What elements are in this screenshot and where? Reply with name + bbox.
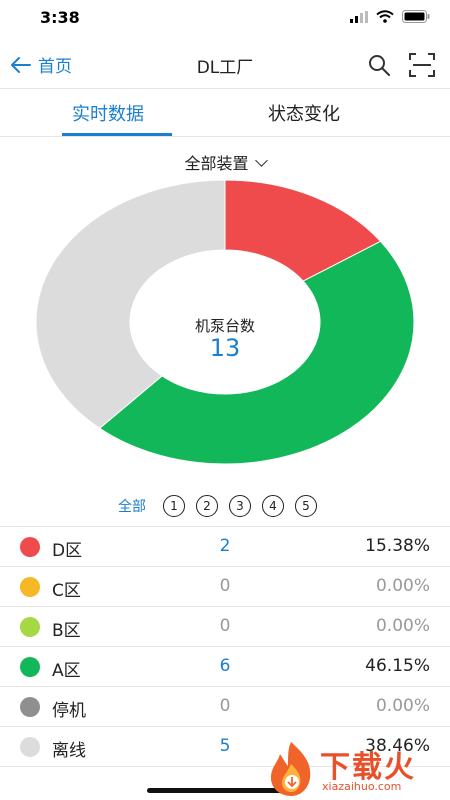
scan-icon [409, 53, 435, 77]
device-selector[interactable]: 全部装置 [0, 150, 450, 174]
legend-percent: 15.38% [365, 536, 430, 556]
legend-label: 停机 [52, 701, 86, 721]
device-selector-label: 全部装置 [184, 154, 249, 173]
donut-svg [35, 179, 415, 465]
arrow-left-icon [11, 56, 31, 73]
scan-button[interactable] [408, 52, 436, 78]
battery-icon [402, 10, 430, 23]
flame-icon [270, 742, 311, 796]
legend-count: 0 [219, 616, 231, 636]
filter-all[interactable]: 全部 [118, 499, 146, 515]
watermark-logo: 下载火 xiazaihuo.com [262, 738, 450, 800]
tab-realtime-data[interactable]: 实时数据 [72, 104, 144, 125]
legend-row[interactable]: 停机 0 0.00% [0, 687, 450, 727]
back-button[interactable]: 首页 [10, 52, 72, 77]
legend-count: 2 [219, 536, 231, 556]
tab-bar: 实时数据 状态变化 [0, 88, 450, 137]
filter-device-2[interactable]: 2 [196, 495, 218, 517]
chart-center-label: 机泵台数 [194, 317, 255, 335]
legend-dot [20, 577, 40, 597]
status-icons [350, 10, 430, 23]
legend-count: 6 [219, 656, 231, 676]
legend-percent: 0.00% [375, 576, 430, 596]
legend-row[interactable]: A区 6 46.15% [0, 647, 450, 687]
legend-percent: 46.15% [365, 656, 430, 676]
legend-dot [20, 737, 40, 757]
status-time: 3:38 [40, 8, 80, 27]
filter-device-4[interactable]: 4 [262, 495, 284, 517]
legend-percent: 0.00% [375, 616, 430, 636]
watermark-subtext: xiazaihuo.com [322, 780, 402, 793]
legend-dot [20, 617, 40, 637]
pump-donut-chart: 机泵台数 13 [35, 179, 415, 465]
legend-label: B区 [52, 621, 81, 641]
search-icon [369, 55, 390, 76]
nav-bar: 首页 DL工厂 [0, 40, 450, 89]
page-title: DL工厂 [196, 58, 254, 78]
back-label: 首页 [38, 57, 72, 77]
tab-active-indicator [62, 133, 172, 136]
chevron-down-icon [254, 154, 268, 167]
legend-row[interactable]: D区 2 15.38% [0, 527, 450, 567]
tab-status-change[interactable]: 状态变化 [268, 104, 340, 125]
search-button[interactable] [366, 52, 392, 78]
legend-dot [20, 657, 40, 677]
legend-percent: 38.46% [365, 736, 430, 756]
legend-row[interactable]: 离线 5 38.46% [0, 727, 450, 767]
legend-count: 0 [219, 696, 231, 716]
filter-device-5[interactable]: 5 [295, 495, 317, 517]
legend-label: 离线 [52, 741, 86, 761]
legend-dot [20, 537, 40, 557]
legend-count: 0 [219, 576, 231, 596]
legend-list: D区 2 15.38% C区 0 0.00% B区 0 0.00% A区 6 4… [0, 526, 450, 767]
legend-label: D区 [52, 541, 83, 561]
legend-row[interactable]: C区 0 0.00% [0, 567, 450, 607]
legend-label: A区 [52, 661, 81, 681]
legend-row[interactable]: B区 0 0.00% [0, 607, 450, 647]
signal-icon [350, 10, 368, 23]
donut-slice-A区 [98, 240, 415, 465]
legend-percent: 0.00% [375, 696, 430, 716]
filter-device-1[interactable]: 1 [163, 495, 185, 517]
chart-center-value: 13 [209, 334, 241, 362]
donut-slice-离线 [35, 179, 226, 429]
device-filter-row: 全部 1 2 3 4 5 [118, 495, 317, 517]
wifi-icon [376, 10, 394, 23]
filter-device-3[interactable]: 3 [229, 495, 251, 517]
legend-label: C区 [52, 581, 81, 601]
legend-count: 5 [219, 736, 231, 756]
legend-dot [20, 697, 40, 717]
status-bar: 3:38 [0, 0, 450, 40]
home-indicator [147, 788, 297, 793]
watermark-text: 下载火 [320, 750, 416, 785]
